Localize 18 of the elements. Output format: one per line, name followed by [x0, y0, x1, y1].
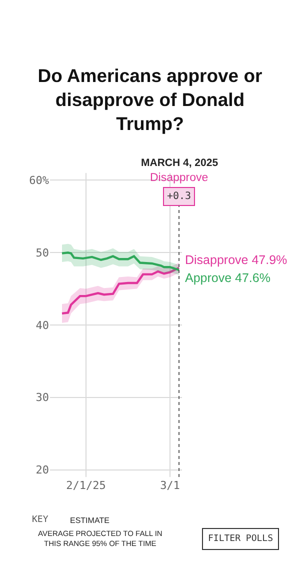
text: ESTIMATE — [70, 516, 110, 525]
ref-line-label: MARCH 4, 2025 — [141, 157, 218, 169]
line-series — [60, 252, 180, 272]
text: KEY — [32, 515, 49, 525]
annotation: +0.3 — [167, 191, 192, 202]
y-tick-label: 30 — [36, 391, 49, 404]
chart-title: Do Americans approve or disapprove of Donald Trump? — [38, 65, 262, 134]
text: FILTER POLLS — [208, 534, 274, 544]
x-tick-label: 2/1/25 — [66, 479, 106, 492]
y-tick-label: 60% — [29, 174, 50, 188]
text: Approve 47.6% — [185, 271, 270, 285]
y-tick-label: 50 — [36, 246, 49, 260]
line-series — [60, 266, 180, 315]
x-tick-label: 3/1 — [160, 479, 180, 492]
y-tick-label: 40 — [36, 318, 49, 332]
text: Disapprove 47.9% — [185, 253, 288, 267]
y-tick-label: 20 — [36, 464, 49, 477]
text: Disapprove — [150, 172, 208, 184]
